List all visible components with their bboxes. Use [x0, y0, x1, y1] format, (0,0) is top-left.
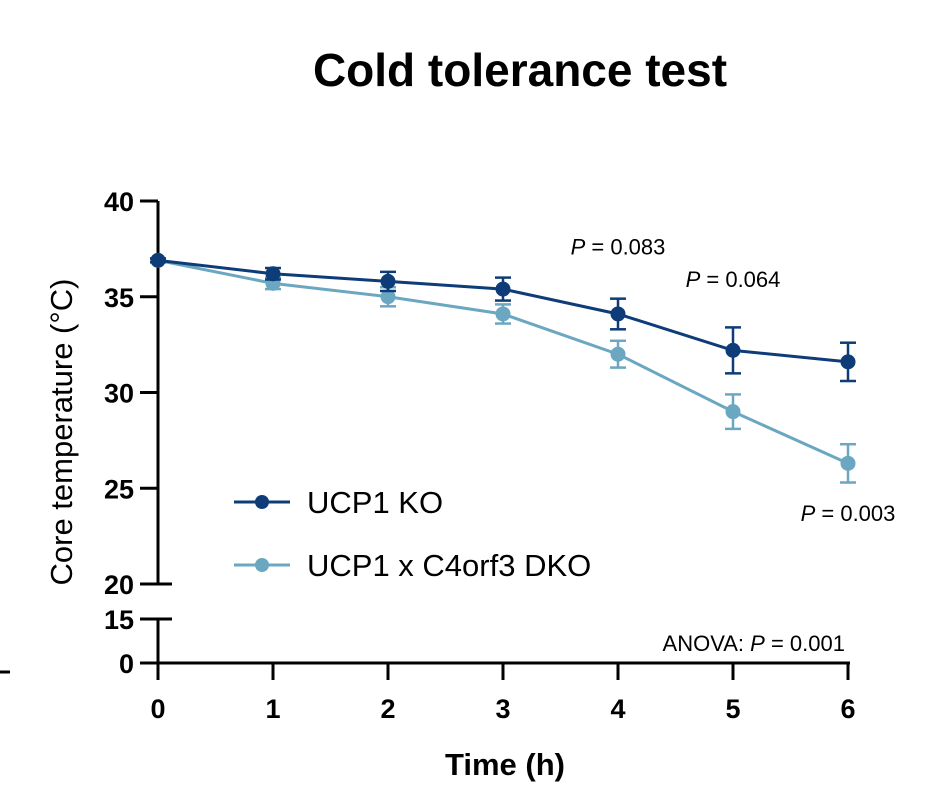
x-tick-label-2: 2 — [380, 694, 395, 724]
legend-label-ucp1-ko: UCP1 KO — [307, 485, 443, 520]
p-label: P — [686, 267, 701, 292]
data-point-ucp1-x-c4orf3-dko-6 — [840, 455, 856, 471]
anova-p-value: = 0.001 — [765, 631, 845, 656]
x-tick-label-6: 6 — [840, 694, 855, 724]
y-axis-label: Core temperature (°C) — [44, 279, 79, 586]
p-label: P — [801, 501, 816, 526]
x-tick-label-0: 0 — [150, 694, 165, 724]
y-tick-label-20: 20 — [104, 570, 134, 600]
chart-title: Cold tolerance test — [313, 44, 727, 96]
legend: UCP1 KO UCP1 x C4orf3 DKO — [234, 485, 591, 583]
p-value-annotation-2: P = 0.064 — [686, 267, 781, 292]
p-value: = 0.064 — [700, 267, 780, 292]
p-value: = 0.003 — [815, 501, 895, 526]
data-point-ucp1-ko-1 — [265, 266, 281, 282]
y-axis — [150, 201, 172, 663]
x-tick-label-4: 4 — [610, 694, 625, 724]
data-point-ucp1-ko-4 — [610, 306, 626, 322]
legend-label-dko: UCP1 x C4orf3 DKO — [307, 548, 591, 583]
data-point-ucp1-x-c4orf3-dko-2 — [380, 289, 396, 305]
y-tick-label-0: 0 — [119, 649, 134, 679]
p-value-annotation-1: P = 0.083 — [571, 235, 666, 260]
data-point-ucp1-ko-0 — [150, 252, 166, 268]
data-point-ucp1-ko-2 — [380, 273, 396, 289]
data-point-ucp1-ko-3 — [495, 281, 511, 297]
data-point-ucp1-ko-5 — [725, 342, 741, 358]
data-point-ucp1-x-c4orf3-dko-3 — [495, 306, 511, 322]
legend-marker-dko — [255, 558, 269, 572]
y-tick-label-15: 15 — [104, 605, 134, 635]
anova-annotation: ANOVA: P = 0.001 — [663, 631, 845, 656]
y-ticks: 0 15 20 25 30 35 40 — [104, 187, 158, 679]
x-tick-label-5: 5 — [725, 694, 740, 724]
x-tick-label-3: 3 — [495, 694, 510, 724]
legend-marker-ucp1-ko — [255, 495, 269, 509]
y-tick-label-40: 40 — [104, 187, 134, 217]
y-tick-label-30: 30 — [104, 379, 134, 409]
y-tick-label-25: 25 — [104, 474, 134, 504]
p-label: P — [571, 235, 586, 260]
p-value-annotation-3: P = 0.003 — [801, 501, 896, 526]
data-point-ucp1-x-c4orf3-dko-4 — [610, 346, 626, 362]
anova-p-label: P — [750, 631, 765, 656]
x-ticks: 0 1 2 3 4 5 6 — [150, 663, 856, 724]
p-value: = 0.083 — [585, 235, 665, 260]
x-axis-label: Time (h) — [445, 747, 565, 782]
series-layer — [150, 252, 856, 484]
data-point-ucp1-x-c4orf3-dko-5 — [725, 404, 741, 420]
series-ucp1-ko — [150, 252, 856, 383]
y-tick-label-35: 35 — [104, 283, 134, 313]
data-point-ucp1-ko-6 — [840, 354, 856, 370]
x-tick-label-1: 1 — [265, 694, 280, 724]
anova-prefix: ANOVA: — [663, 631, 751, 656]
